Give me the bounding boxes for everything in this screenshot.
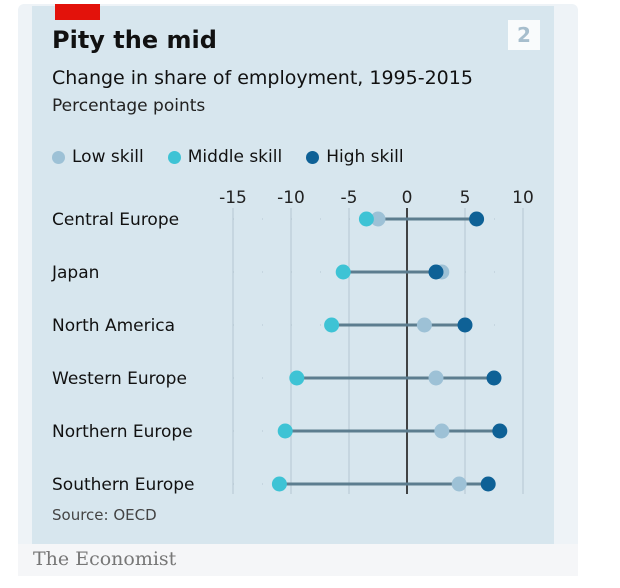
high-skill-dot <box>486 370 502 386</box>
category-label: Northern Europe <box>52 422 193 442</box>
chart-units: Percentage points <box>52 96 206 116</box>
low-skill-dot <box>428 370 444 386</box>
source-note: Source: OECD <box>52 506 157 524</box>
high-skill-dot <box>457 317 473 333</box>
high-skill-dot <box>469 211 485 227</box>
category-label: North America <box>52 316 175 336</box>
legend: Low skill Middle skill High skill <box>52 145 428 169</box>
x-tick-label: -15 <box>219 188 247 208</box>
x-tick-label: -10 <box>277 188 305 208</box>
low-skill-dot <box>451 476 467 492</box>
footer-band <box>18 544 578 576</box>
high-skill-dot <box>428 264 444 280</box>
chart-card <box>32 6 554 544</box>
low-skill-dot <box>434 423 450 439</box>
category-label: Southern Europe <box>52 475 195 495</box>
legend-swatch-middle <box>167 150 181 164</box>
x-tick-label: 10 <box>512 188 534 208</box>
legend-label-high: High skill <box>326 147 404 167</box>
brand-red-tab <box>55 4 100 20</box>
chart-title: Pity the mid <box>52 26 217 54</box>
x-tick-label: -5 <box>341 188 358 208</box>
chart-subtitle: Change in share of employment, 1995-2015 <box>52 67 473 89</box>
legend-label-low: Low skill <box>72 147 144 167</box>
middle-skill-dot <box>277 423 293 439</box>
legend-item-low: Low skill <box>52 147 144 167</box>
middle-skill-dot <box>324 317 340 333</box>
category-label: Japan <box>51 263 99 283</box>
middle-skill-dot <box>271 476 287 492</box>
high-skill-dot <box>492 423 508 439</box>
high-skill-dot <box>480 476 496 492</box>
middle-skill-dot <box>289 370 305 386</box>
low-skill-dot <box>416 317 432 333</box>
legend-swatch-low <box>52 150 65 164</box>
middle-skill-dot <box>335 264 351 280</box>
category-label: Western Europe <box>52 369 187 389</box>
category-label: Central Europe <box>52 210 179 230</box>
x-tick-label: 5 <box>460 188 471 208</box>
legend-item-high: High skill <box>306 147 404 167</box>
legend-label-middle: Middle skill <box>187 147 283 167</box>
low-skill-dot <box>370 211 386 227</box>
legend-item-middle: Middle skill <box>167 147 283 167</box>
middle-skill-dot <box>358 211 374 227</box>
x-tick-label: 0 <box>402 188 413 208</box>
publisher-name: The Economist <box>33 548 177 570</box>
chart-number-badge: 2 <box>508 20 540 50</box>
legend-swatch-high <box>306 150 320 164</box>
